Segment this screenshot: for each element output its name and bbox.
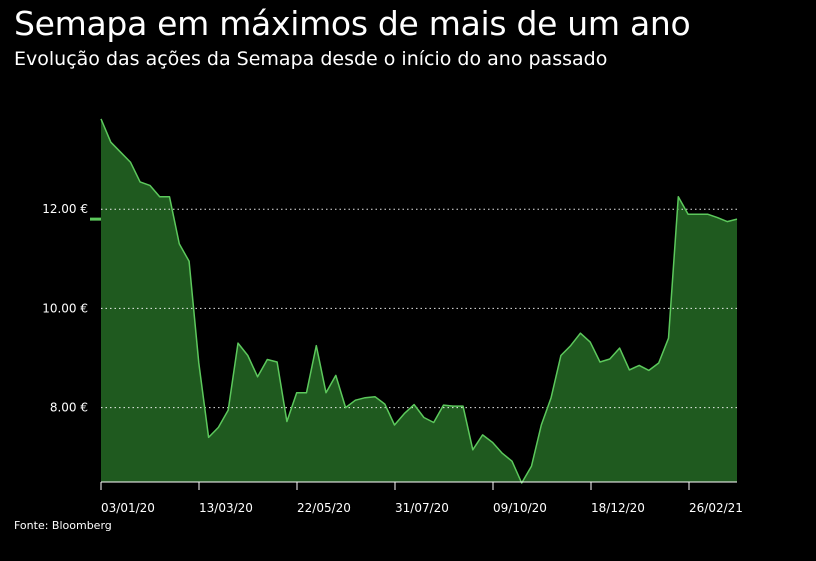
chart-title: Semapa em máximos de mais de um ano (14, 4, 691, 43)
x-tick-label: 26/02/21 (689, 501, 743, 515)
x-tick-label: 13/03/20 (199, 501, 253, 515)
y-tick-label: 12.00 € (42, 202, 88, 216)
x-tick-label: 03/01/20 (101, 501, 155, 515)
y-tick-label: 10.00 € (42, 301, 88, 315)
source-note: Fonte: Bloomberg (14, 519, 112, 532)
x-tick-label: 22/05/20 (297, 501, 351, 515)
price-line (100, 118, 738, 484)
chart-subtitle: Evolução das ações da Semapa desde o iní… (14, 48, 608, 70)
price-area (101, 118, 737, 484)
y-tick-label: 8.00 € (50, 401, 88, 415)
x-tick-label: 09/10/20 (493, 501, 547, 515)
x-tick-label: 18/12/20 (591, 501, 645, 515)
x-tick-label: 31/07/20 (395, 501, 449, 515)
